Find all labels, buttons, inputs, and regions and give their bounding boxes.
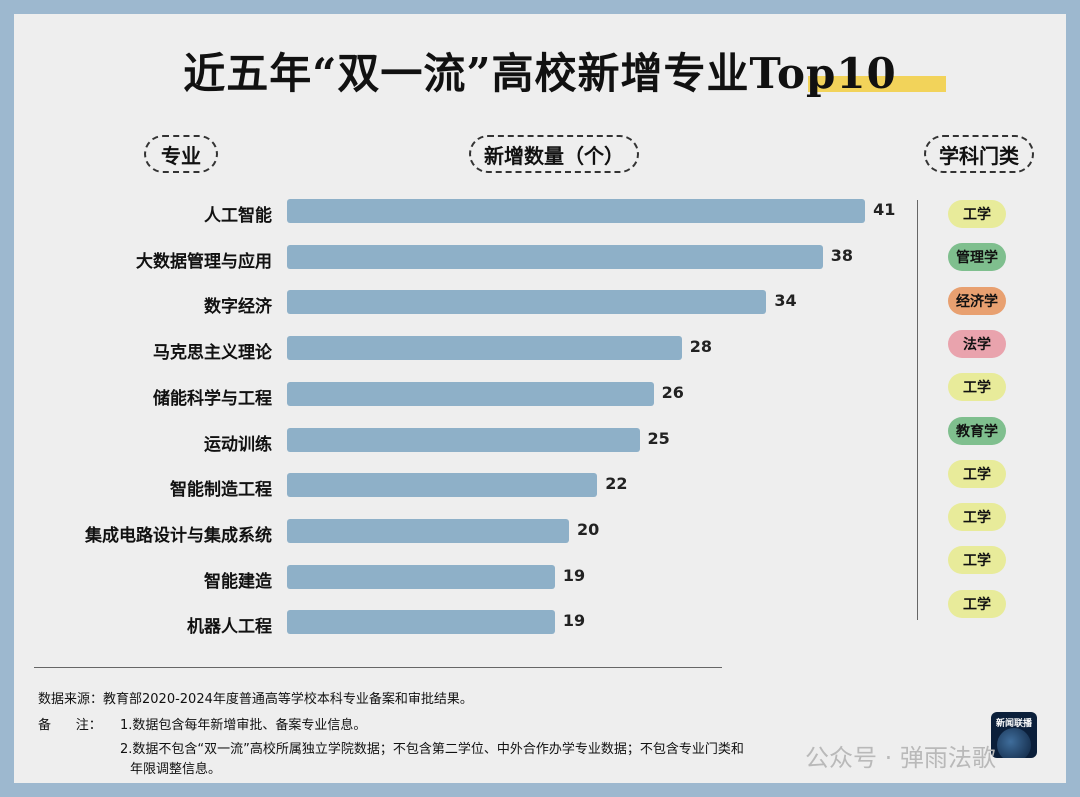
value-label: 25 — [647, 428, 670, 448]
watermark: 公众号 · 弹雨法歌 — [805, 744, 996, 772]
bar — [287, 290, 767, 315]
divider-vertical — [917, 200, 918, 620]
bar — [287, 381, 654, 406]
category-label: 智能制造工程 — [170, 480, 272, 501]
value-label: 19 — [562, 611, 586, 631]
value-label: 34 — [774, 291, 797, 311]
category-label: 人工智能 — [204, 206, 272, 226]
category-label: 数字经济 — [204, 297, 272, 318]
discipline-badge: 工学 — [948, 589, 1006, 618]
bar — [287, 427, 640, 452]
bar — [287, 564, 555, 589]
remark-3: 年限调整信息。 — [130, 762, 222, 777]
discipline-badge: 工学 — [948, 373, 1006, 402]
header-count: 新增数量（个） — [469, 135, 639, 173]
bar — [287, 473, 598, 498]
category-label: 智能建造 — [204, 571, 272, 592]
category-label: 集成电路设计与集成系统 — [85, 525, 272, 546]
bar — [287, 199, 866, 223]
value-label: 38 — [830, 245, 854, 265]
header-major: 专业 — [144, 135, 218, 173]
value-label: 26 — [661, 382, 684, 402]
value-label: 20 — [577, 519, 600, 539]
source-note: 数据来源：教育部2020-2024年度普通高等学校本科专业备案和审批结果。 — [38, 692, 473, 707]
remark-label: 备 注： — [38, 718, 102, 733]
category-label: 机器人工程 — [187, 617, 272, 638]
discipline-badge: 管理学 — [948, 243, 1006, 272]
discipline-badge: 教育学 — [948, 416, 1006, 445]
value-label: 22 — [605, 474, 628, 494]
discipline-badge: 工学 — [948, 200, 1006, 228]
bar — [287, 610, 555, 635]
discipline-badge: 工学 — [948, 503, 1006, 532]
globe-icon — [997, 728, 1031, 758]
category-label: 运动训练 — [204, 434, 272, 455]
remark-1: 1.数据包含每年新增审批、备案专业信息。 — [120, 718, 367, 733]
category-label: 马克思主义理论 — [153, 343, 272, 364]
page-title: 近五年“双一流”高校新增专业Top10 — [183, 49, 897, 98]
discipline-badge: 法学 — [948, 329, 1006, 358]
title-highlight — [808, 76, 946, 92]
category-label: 储能科学与工程 — [153, 388, 272, 409]
news-logo: 新闻联播 — [991, 712, 1037, 758]
value-label: 28 — [689, 337, 713, 357]
discipline-badge: 工学 — [948, 459, 1006, 488]
remark-2: 2.数据不包含“双一流”高校所属独立学院数据；不包含第二学位、中外合作办学专业数… — [120, 742, 744, 757]
discipline-badge: 经济学 — [948, 286, 1006, 315]
divider-horizontal — [34, 667, 722, 668]
value-label: 19 — [562, 565, 586, 585]
bar — [287, 518, 569, 543]
discipline-badge: 工学 — [948, 546, 1006, 575]
bar — [287, 244, 823, 269]
value-label: 41 — [873, 200, 896, 219]
category-label: 大数据管理与应用 — [136, 251, 272, 272]
header-discipline: 学科门类 — [924, 135, 1034, 173]
bar — [287, 336, 682, 361]
logo-text: 新闻联播 — [995, 719, 1032, 729]
